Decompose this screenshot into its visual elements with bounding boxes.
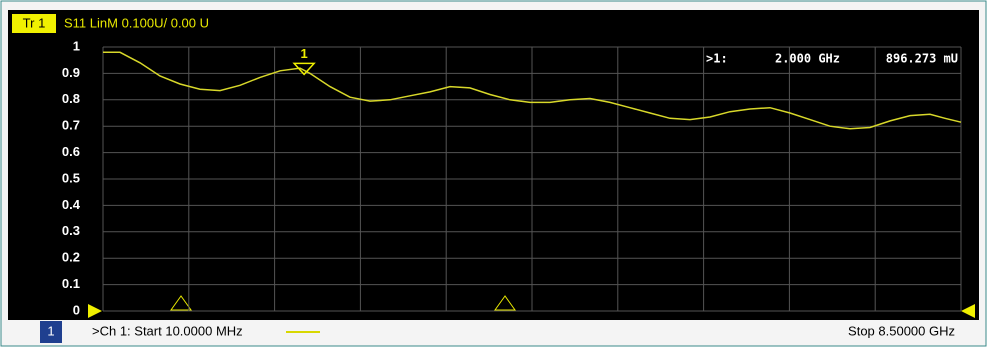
trace [103,51,962,130]
y-tick-label: 0.6 [62,144,80,159]
stimulus-marker [170,295,192,311]
y-tick-label: 0.2 [62,250,80,265]
channel-badge [40,321,62,343]
y-tick-label: 0.1 [62,276,80,291]
ref-arrow-right [961,304,975,318]
y-tick-label: 1 [73,38,80,53]
trace-badge [12,14,56,33]
y-tick-label: 0.8 [62,91,80,106]
display [8,10,979,320]
y-tick-label: 0.5 [62,170,80,185]
ref-arrow-left [88,304,102,318]
marker-readout-x: 2.000 GHz [775,52,840,66]
y-tick-label: 0.9 [62,65,80,80]
start-label: >Ch 1: Start 10.0000 MHz [92,323,243,338]
trace-label: Tr 1 [23,15,46,30]
y-tick-label: 0.3 [62,223,80,238]
y-tick-label: 0.7 [62,118,80,133]
marker-readout-label: >1: [706,52,728,66]
marker-readout-value: 896.273 mU [886,52,958,66]
channel-number: 1 [47,323,54,338]
y-tick-label: 0 [73,302,80,317]
stimulus-marker [494,295,516,311]
marker [292,62,316,76]
y-tick-label: 0.4 [62,197,81,212]
trace-title: S11 LinM 0.100U/ 0.00 U [64,15,209,30]
stop-label: Stop 8.50000 GHz [848,323,955,338]
marker-label: 1 [300,46,307,61]
